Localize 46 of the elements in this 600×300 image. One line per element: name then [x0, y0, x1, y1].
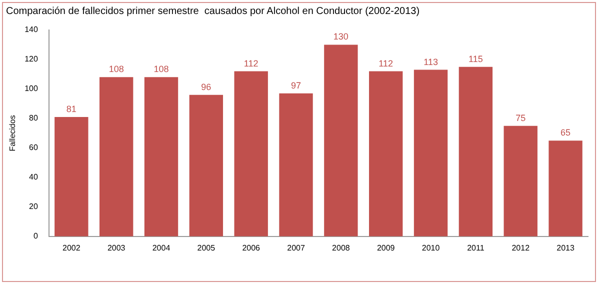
x-tick-label: 2004 [152, 243, 171, 252]
bar [234, 71, 268, 236]
y-tick-label: 40 [29, 172, 38, 182]
bar [189, 94, 224, 236]
bar [504, 126, 538, 236]
bar [458, 66, 493, 236]
bar [279, 93, 313, 236]
data-label: 112 [378, 58, 394, 68]
x-tick-label: 2011 [467, 243, 485, 252]
x-tick-label: 2012 [512, 243, 530, 252]
data-label: 115 [468, 54, 483, 64]
bar [54, 116, 88, 236]
x-tick-label: 2013 [556, 243, 575, 252]
data-label: 112 [244, 58, 258, 68]
y-tick-label: 120 [24, 54, 38, 64]
y-tick-label: 140 [24, 25, 38, 34]
y-tick-label: 60 [29, 143, 38, 152]
x-tick-label: 2005 [197, 243, 216, 252]
data-label: 130 [333, 32, 348, 42]
y-axis-title: Fallecidos [8, 115, 18, 152]
x-tick-label: 2006 [242, 243, 261, 252]
bar [144, 77, 178, 236]
x-tick-label: 2008 [332, 243, 350, 252]
x-tick-label: 2010 [422, 243, 440, 252]
bar [369, 71, 403, 236]
data-label: 81 [66, 104, 76, 114]
y-tick-label: 0 [33, 232, 38, 241]
bar [324, 44, 358, 236]
data-label: 75 [516, 112, 526, 123]
data-label: 65 [560, 128, 571, 138]
x-tick-label: 2007 [287, 243, 306, 252]
y-tick-label: 20 [29, 202, 38, 212]
x-tick-label: 2002 [62, 243, 81, 252]
y-tick-label: 100 [24, 84, 38, 94]
bar [99, 77, 134, 236]
data-label: 113 [424, 56, 438, 67]
x-tick-label: 2009 [376, 243, 396, 252]
chart-title: Comparación de fallecidos primer semestre causados por Alcohol en Conductor (2002-2013) [6, 6, 420, 17]
data-label: 108 [108, 64, 124, 74]
data-label: 96 [201, 82, 212, 92]
bar [414, 70, 448, 236]
data-label: 108 [154, 64, 169, 74]
y-tick-label: 80 [29, 114, 38, 123]
bar [548, 140, 582, 236]
x-tick-label: 2003 [107, 243, 126, 252]
data-label: 97 [291, 80, 302, 90]
